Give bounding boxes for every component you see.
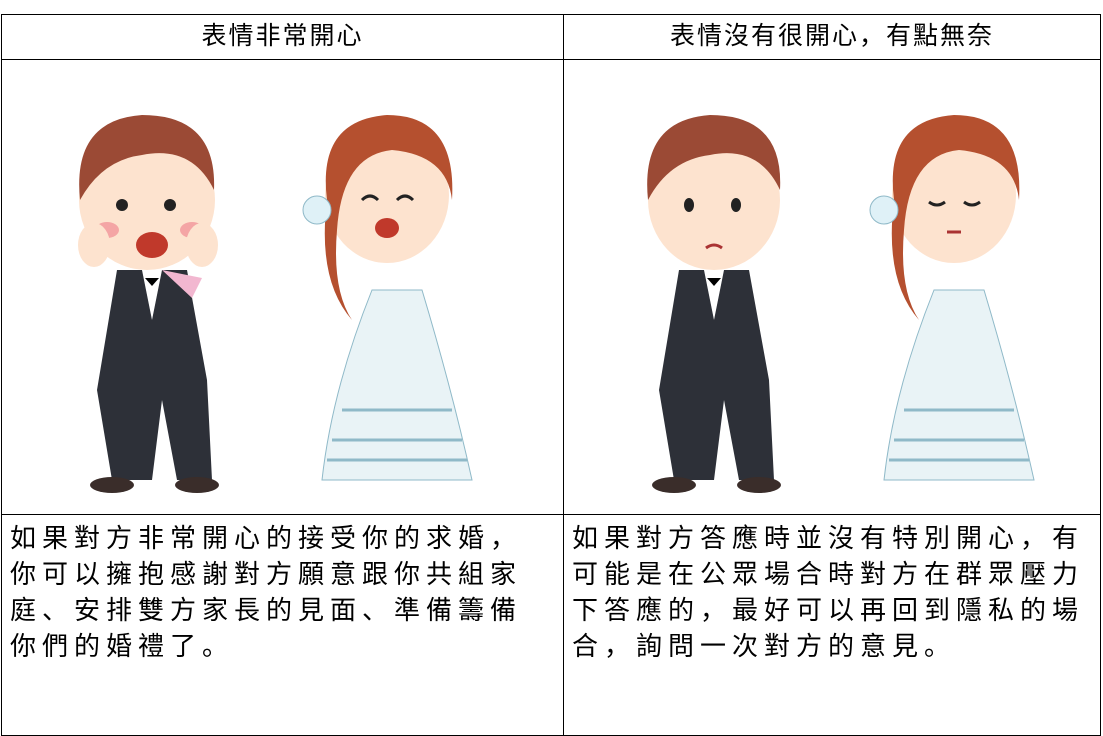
illustration-happy — [78, 115, 473, 493]
text-line: 可能是在公眾場合時對方在群眾壓力 — [572, 560, 1085, 589]
text-cell: 如果對方答應時並沒有特別開心，有 可能是在公眾場合時對方在群眾壓力 下答應的，最… — [563, 514, 1101, 736]
header-cell: 表情非常開心 — [1, 14, 564, 60]
text-line: 如果對方非常開心的接受你的求婚， — [10, 524, 523, 553]
text-line: 如果對方答應時並沒有特別開心，有 — [572, 524, 1085, 553]
text-cell: 如果對方非常開心的接受你的求婚， 你可以擁抱感謝對方願意跟你共組家 庭、安排雙方… — [1, 514, 564, 736]
image-cell — [563, 59, 1101, 515]
illustration-unhappy — [647, 115, 1035, 493]
text-line: 庭、安排雙方家長的見面、準備籌備 — [10, 596, 523, 625]
text-line: 你們的婚禮了。 — [10, 632, 235, 661]
text-line: 你可以擁抱感謝對方願意跟你共組家 — [10, 560, 523, 589]
image-cell — [1, 59, 564, 515]
text-line: 下答應的，最好可以再回到隱私的場 — [572, 596, 1085, 625]
text-line: 合，詢問一次對方的意見。 — [572, 632, 957, 661]
table: 表情非常開心 表情沒有很開心，有點無奈 — [1, 14, 1101, 736]
header-cell: 表情沒有很開心，有點無奈 — [563, 14, 1101, 60]
